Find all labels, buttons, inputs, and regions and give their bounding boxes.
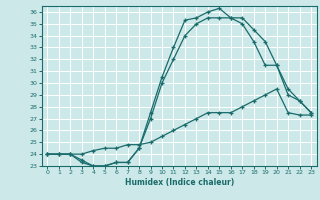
- X-axis label: Humidex (Indice chaleur): Humidex (Indice chaleur): [124, 178, 234, 187]
